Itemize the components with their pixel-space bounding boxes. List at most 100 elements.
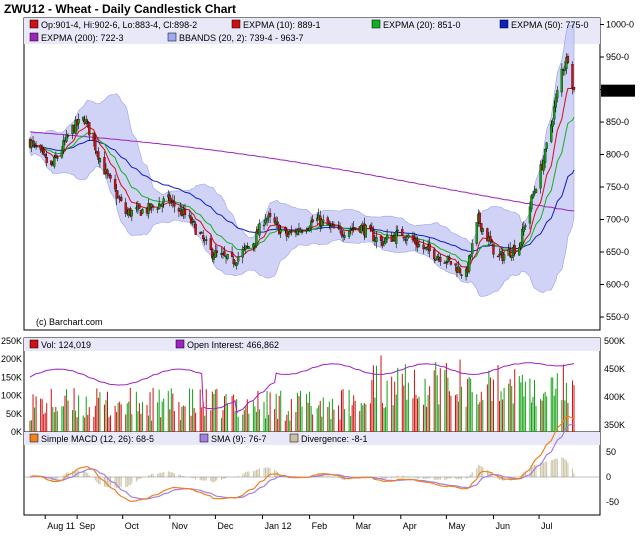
candle-body: [170, 201, 173, 204]
candle-body: [284, 227, 287, 231]
candle-body: [531, 194, 535, 198]
candle-body: [445, 261, 448, 264]
x-tick-label: Jun: [495, 521, 510, 531]
candle-body: [209, 238, 212, 250]
candle-body: [258, 223, 261, 236]
candle-body: [340, 230, 343, 236]
candle-body: [551, 120, 554, 127]
candle-body: [369, 225, 372, 229]
candle-body: [414, 238, 418, 245]
macd-tick: 50: [606, 447, 616, 457]
candle-body: [436, 256, 439, 261]
candle-body: [50, 160, 53, 165]
candle-body: [232, 258, 235, 265]
candle-body: [338, 225, 342, 230]
price-legend-swatch: [499, 19, 509, 29]
candle-body: [205, 239, 208, 241]
candle-body: [454, 263, 457, 266]
candle-body: [194, 223, 197, 235]
candle-body: [481, 228, 484, 232]
candle-body: [556, 90, 559, 99]
candle-body: [191, 219, 194, 222]
candle-body: [349, 229, 352, 231]
candle-body: [276, 221, 279, 224]
volume-legend-swatch: [175, 339, 185, 349]
price-tick-label: 750-0: [606, 182, 629, 192]
candle-body: [107, 174, 111, 176]
candle-body: [255, 231, 258, 246]
candle-body: [542, 159, 545, 171]
candle-body: [299, 229, 302, 233]
candle-body: [433, 249, 436, 259]
candle-body: [130, 210, 133, 217]
candle-body: [188, 214, 191, 217]
candle-body: [528, 206, 532, 224]
candle-body: [244, 245, 247, 250]
candle-body: [322, 219, 325, 222]
volume-left-tick: 250K: [1, 336, 22, 346]
candle-body: [66, 135, 70, 137]
candle-body: [62, 140, 65, 151]
volume-right-tick: 350K: [604, 420, 625, 430]
price-legend-swatch: [29, 19, 39, 29]
open-interest-line: [29, 362, 575, 414]
expma-200-line: [29, 131, 575, 212]
candle-body: [211, 248, 214, 259]
candle-body: [417, 244, 421, 247]
macd-legend-label: Divergence: -8-1: [301, 434, 368, 444]
candle-body: [343, 235, 346, 238]
candle-body: [320, 219, 323, 226]
candle-body: [471, 243, 474, 255]
x-tick-label: Dec: [217, 521, 234, 531]
candle-body: [566, 56, 570, 63]
candle-body: [572, 87, 576, 90]
price-tick-label: 950-0: [606, 52, 629, 62]
candle-body: [522, 227, 526, 232]
volume-left-tick: 0K: [11, 427, 22, 437]
candle-body: [82, 116, 85, 121]
candle-body: [502, 254, 506, 261]
price-tick-label: 600-0: [606, 280, 629, 290]
candle-body: [223, 251, 226, 256]
candle-body: [475, 222, 478, 244]
candle-body: [347, 231, 351, 237]
candle-body: [332, 224, 336, 229]
candle-body: [31, 140, 35, 143]
volume-legend-label: Open Interest: 466,862: [187, 340, 279, 350]
candle-body: [42, 149, 45, 154]
candle-body: [65, 134, 68, 142]
candle-body: [411, 235, 415, 241]
macd-panel: [23, 431, 601, 516]
volume-legend-swatch: [29, 339, 39, 349]
candle-body: [162, 198, 165, 203]
candle-body: [496, 255, 500, 258]
candle-body: [265, 217, 269, 221]
macd-legend-bg: [24, 432, 600, 445]
candle-body: [179, 208, 182, 211]
candle-body: [486, 228, 489, 242]
candle-body: [215, 250, 219, 253]
candle-body: [571, 64, 574, 89]
x-tick-label: Nov: [172, 521, 189, 531]
macd-legend-swatch: [289, 433, 299, 443]
candle-body: [226, 254, 229, 259]
candle-body: [513, 245, 516, 254]
price-legend-swatch: [371, 19, 381, 29]
candle-body: [247, 246, 250, 249]
candle-body: [469, 254, 472, 258]
candle-body: [202, 235, 205, 240]
candle-body: [402, 237, 405, 239]
candle-body: [33, 143, 36, 145]
candle-body: [235, 262, 238, 266]
candle-body: [428, 243, 431, 252]
candle-body: [86, 121, 89, 123]
candle-body: [103, 157, 106, 175]
candle-body: [395, 231, 398, 244]
candle-body: [56, 157, 59, 159]
candle-body: [478, 212, 481, 224]
candle-body: [168, 194, 171, 204]
candle-body: [364, 225, 367, 238]
candle-body: [113, 179, 117, 190]
candle-body: [370, 227, 374, 232]
